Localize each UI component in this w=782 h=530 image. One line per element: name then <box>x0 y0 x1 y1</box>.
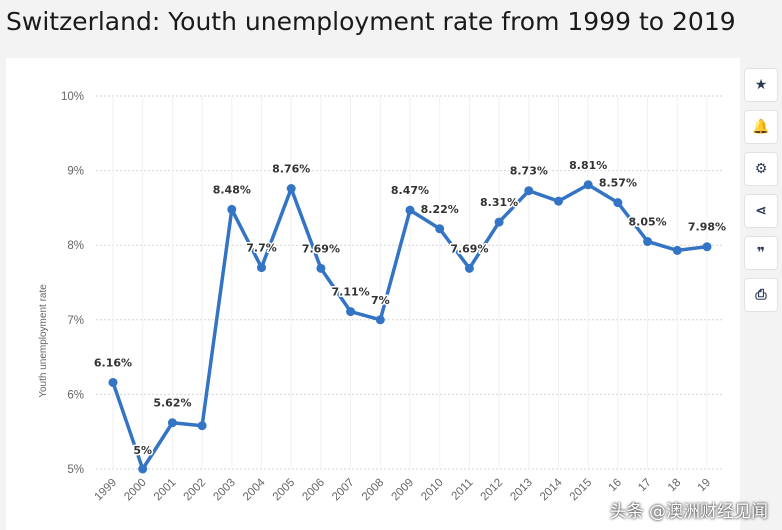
x-tick-label: 2015 <box>568 477 595 504</box>
data-point[interactable] <box>346 307 356 317</box>
chart-card: 5% 6% 7% 8% 9% 10% 1999 2000 2001 2002 2003 2004 20… <box>6 58 740 530</box>
x-tick-label: 2003 <box>211 477 238 504</box>
data-point[interactable] <box>405 205 415 215</box>
data-point[interactable] <box>554 196 563 206</box>
data-point[interactable] <box>375 315 385 325</box>
data-label: 8.22% <box>421 203 459 216</box>
data-label: 8.76% <box>272 163 310 176</box>
data-point[interactable] <box>257 263 266 273</box>
y-tick-label: 8% <box>67 240 84 252</box>
data-label: 8.73% <box>510 165 548 178</box>
x-tick-label: 19 <box>696 477 714 495</box>
data-point[interactable] <box>583 180 593 190</box>
data-point[interactable] <box>138 464 148 474</box>
x-tick-label: 2000 <box>122 477 149 504</box>
data-label: 7.69% <box>450 242 488 255</box>
x-tick-label: 2011 <box>450 477 476 503</box>
x-tick-label: 2005 <box>271 477 298 504</box>
data-label: 8.48% <box>213 183 251 196</box>
y-tick-label: 5% <box>67 464 84 476</box>
quote-icon: ❞ <box>756 245 766 261</box>
x-tick-label: 2014 <box>538 476 565 503</box>
print-icon: ⎙ <box>755 287 767 303</box>
data-label: 7.69% <box>302 242 340 255</box>
x-tick-label: 2001 <box>152 477 179 504</box>
data-point[interactable] <box>643 236 653 246</box>
data-label: 8.47% <box>391 184 429 197</box>
data-label: 8.31% <box>480 196 518 209</box>
data-point[interactable] <box>316 263 326 273</box>
data-label: 7.11% <box>332 286 370 299</box>
x-tick-label: 16 <box>606 477 624 495</box>
x-tick-label: 2009 <box>390 477 417 504</box>
data-point[interactable] <box>197 421 207 431</box>
x-tick-label: 2012 <box>479 477 506 504</box>
bell-icon: 🔔 <box>752 119 770 135</box>
x-tick-label: 2006 <box>300 477 327 504</box>
gear-icon: ⚙ <box>754 161 768 177</box>
x-tick-label: 2013 <box>508 477 535 504</box>
data-point[interactable] <box>167 418 177 428</box>
data-label: 7% <box>371 294 390 307</box>
data-label: 8.81% <box>569 159 607 172</box>
data-point[interactable] <box>672 245 682 255</box>
data-point[interactable] <box>524 186 534 196</box>
watermark: 头条 @澳洲财经见闻 <box>609 502 768 522</box>
data-label: 8.57% <box>599 177 637 190</box>
y-axis-ticks: 5% 6% 7% 8% 9% 10% <box>61 91 84 476</box>
y-tick-label: 10% <box>61 91 84 103</box>
quote-button[interactable]: ❞ <box>744 236 778 270</box>
y-axis-label: Youth unemployment rate <box>38 284 49 398</box>
y-tick-label: 7% <box>67 315 84 327</box>
y-tick-label: 6% <box>67 389 84 401</box>
grid-lines <box>96 95 724 470</box>
x-tick-label: 2010 <box>419 477 446 504</box>
data-label: 7.98% <box>688 221 726 234</box>
x-tick-label: 2008 <box>360 477 387 504</box>
data-point[interactable] <box>227 204 237 214</box>
x-tick-label: 18 <box>666 477 684 495</box>
data-labels: 6.16% 5% 5.62% 8.48% 7.7% 8.76% 7.69% 7.11%7% 8.… <box>92 157 727 458</box>
share-button[interactable]: ⋖ <box>744 194 778 228</box>
x-tick-label: 2007 <box>330 477 357 504</box>
x-tick-label: 2004 <box>241 476 268 503</box>
chart-toolbar: ★ 🔔 ⚙ ⋖ ❞ ⎙ <box>744 68 780 320</box>
data-label: 5% <box>133 444 152 457</box>
y-tick-label: 9% <box>67 166 84 178</box>
share-icon: ⋖ <box>755 203 767 219</box>
star-button[interactable]: ★ <box>744 68 778 102</box>
print-button[interactable]: ⎙ <box>744 278 778 312</box>
data-label: 8.05% <box>629 215 667 228</box>
data-point[interactable] <box>464 263 474 273</box>
bell-button[interactable]: 🔔 <box>744 110 778 144</box>
star-icon: ★ <box>754 77 768 93</box>
data-label: 5.62% <box>153 397 191 410</box>
gear-button[interactable]: ⚙ <box>744 152 778 186</box>
data-point[interactable] <box>702 242 712 252</box>
x-tick-label: 2002 <box>182 477 209 504</box>
data-label: 7.7% <box>246 242 277 255</box>
data-label: 6.16% <box>94 356 132 369</box>
data-point[interactable] <box>286 184 296 194</box>
data-point[interactable] <box>435 224 445 234</box>
data-point[interactable] <box>108 377 118 387</box>
series-youth-unemployment <box>108 180 712 474</box>
page-title: Switzerland: Youth unemployment rate fro… <box>6 7 736 36</box>
x-tick-label: 17 <box>636 477 654 495</box>
data-point[interactable] <box>494 217 504 227</box>
x-tick-label: 1999 <box>93 477 120 504</box>
line-chart: 5%6%7%8%9%10% 1999 2000 2001 2002 2003 2004 20… <box>38 91 728 504</box>
data-point[interactable] <box>613 198 623 208</box>
